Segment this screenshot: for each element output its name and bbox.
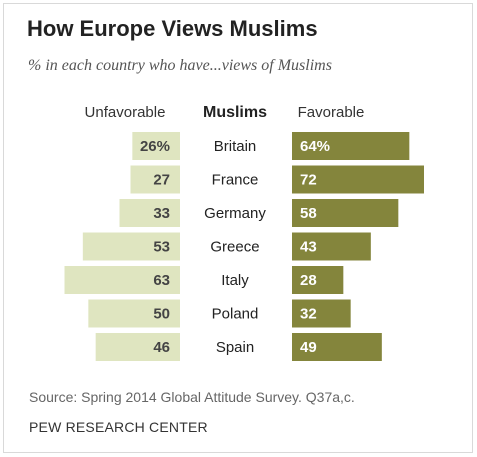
favorable-bar-germany: [292, 199, 399, 227]
legend-muslims-header: Muslims: [203, 104, 267, 121]
favorable-bar-greece: [292, 232, 371, 261]
category-label-britain: Britain: [214, 138, 257, 155]
unfavorable-bar-poland: [88, 299, 180, 328]
chart-title: How Europe Views Muslims: [27, 16, 318, 41]
favorable-bar-poland: [292, 299, 351, 328]
unfavorable-bar-italy: [64, 266, 180, 294]
unfavorable-bar-greece: [82, 232, 180, 261]
favorable-label-poland: 32: [300, 306, 317, 323]
bars-group: 26% Britain 64% 27 France 72 33 Germany 58 53 Gree…: [64, 132, 424, 361]
favorable-bar-spain: [292, 333, 382, 361]
unfavorable-label-britain: 26%: [140, 138, 170, 155]
favorable-bar-britain: [292, 132, 410, 160]
unfavorable-label-greece: 53: [153, 239, 170, 256]
favorable-bar-france: [292, 165, 424, 194]
favorable-label-spain: 49: [300, 339, 317, 356]
source-note: Source: Spring 2014 Global Attitude Surv…: [29, 389, 355, 405]
favorable-label-greece: 43: [300, 239, 317, 256]
favorable-label-italy: 28: [300, 272, 317, 289]
chart-subtitle: % in each country who have...views of Mu…: [28, 57, 332, 74]
unfavorable-label-spain: 46: [153, 339, 170, 356]
category-label-greece: Greece: [210, 239, 259, 256]
category-label-italy: Italy: [221, 272, 249, 289]
category-label-poland: Poland: [212, 306, 259, 323]
unfavorable-bar-germany: [119, 199, 180, 227]
unfavorable-label-france: 27: [153, 172, 170, 189]
legend-group: Unfavorable Muslims Favorable: [85, 104, 365, 121]
credit-line: PEW RESEARCH CENTER: [29, 419, 208, 435]
legend-favorable: Favorable: [298, 104, 365, 121]
favorable-label-germany: 58: [300, 205, 317, 222]
unfavorable-bar-britain: [132, 132, 180, 160]
unfavorable-label-poland: 50: [153, 306, 170, 323]
favorable-label-france: 72: [300, 172, 317, 189]
category-label-germany: Germany: [204, 205, 266, 222]
favorable-label-britain: 64%: [300, 138, 330, 155]
unfavorable-label-italy: 63: [153, 272, 170, 289]
unfavorable-bar-spain: [95, 333, 180, 361]
unfavorable-label-germany: 33: [153, 205, 170, 222]
unfavorable-bar-france: [130, 165, 180, 194]
favorable-bar-italy: [292, 266, 344, 294]
legend-unfavorable: Unfavorable: [85, 104, 166, 121]
category-label-spain: Spain: [216, 339, 254, 356]
category-label-france: France: [212, 172, 259, 189]
chart-frame: [3, 3, 473, 453]
